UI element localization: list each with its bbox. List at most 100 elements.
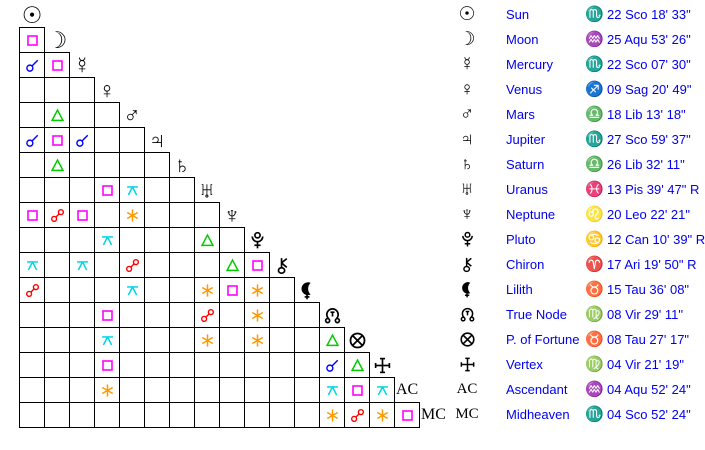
aspect-cell-moon-chiron <box>44 252 70 278</box>
position-row-pluto: Pluto ♋ 12 Can 10' 39" R <box>452 227 705 252</box>
position-value: 27 Sco 59' 37" <box>607 132 691 147</box>
aspect-cell-mercury-mars <box>69 102 95 128</box>
aspect-cell-jupiter-fortune <box>144 327 170 353</box>
fortune-glyph-cell <box>452 331 482 348</box>
aspect-cell-venus-uranus <box>94 177 120 203</box>
aspect-cell-saturn-truenode <box>169 302 195 328</box>
aspect-cell-neptune-fortune <box>219 327 245 353</box>
sextile-aspect-icon <box>250 308 265 323</box>
aspect-cell-chiron-fortune <box>269 327 295 353</box>
aspect-cell-mercury-vertex <box>69 352 95 378</box>
point-name: Jupiter <box>506 132 546 147</box>
point-name: Saturn <box>506 157 545 172</box>
aspect-cell-mercury-uranus <box>69 177 95 203</box>
position-row-ascendant: AC Ascendant ♒ 04 Aqu 52' 24" <box>452 377 704 402</box>
sign-can-icon: ♋ <box>585 231 604 248</box>
aspect-cell-mars-neptune <box>119 202 145 228</box>
aspect-cell-chiron-vertex <box>269 352 295 378</box>
aspect-cell-venus-chiron <box>94 252 120 278</box>
aspect-cell-lilith-truenode <box>294 302 320 328</box>
point-name: Chiron <box>506 257 545 272</box>
aspect-cell-saturn-vertex <box>169 352 195 378</box>
quincunx-aspect-icon <box>325 383 340 398</box>
saturn-icon: ♄ <box>173 151 191 178</box>
moon-icon: ☽ <box>46 26 68 53</box>
aspect-cell-mars-chiron <box>119 252 145 278</box>
aspect-cell-mars-uranus <box>119 177 145 203</box>
sign-pis-icon: ♓ <box>585 181 604 198</box>
sign-sag-icon: ♐ <box>585 81 604 98</box>
aspect-cell-mars-vertex <box>119 352 145 378</box>
pluto-icon <box>459 231 476 248</box>
aspect-cell-sun-fortune <box>19 327 45 353</box>
aspect-cell-venus-fortune <box>94 327 120 353</box>
vertex-icon <box>373 356 392 375</box>
aspect-cell-moon-neptune <box>44 202 70 228</box>
chiron-icon <box>459 256 476 273</box>
position-value: 04 Sco 52' 24" <box>607 407 691 422</box>
position-value: 04 Vir 21' 19" <box>607 357 684 372</box>
aspect-cell-jupiter-midheaven <box>144 402 170 428</box>
quincunx-aspect-icon <box>125 183 140 198</box>
position-row-jupiter: ♃ Jupiter ♏ 27 Sco 59' 37" <box>452 127 704 152</box>
position-value: 26 Lib 32' 11" <box>607 157 685 172</box>
aspect-cell-moon-truenode <box>44 302 70 328</box>
diagonal-truenode <box>319 302 345 328</box>
position-row-fortune: P. of Fortune ♉ 08 Tau 27' 17" <box>452 327 704 352</box>
aspect-cell-moon-ascendant <box>44 377 70 403</box>
sextile-aspect-icon <box>325 408 340 423</box>
aspect-cell-sun-mars <box>19 102 45 128</box>
square-aspect-icon <box>250 258 265 273</box>
aspect-cell-sun-chiron <box>19 252 45 278</box>
diagonal-lilith <box>294 277 320 303</box>
quincunx-aspect-icon <box>375 383 390 398</box>
diagonal-chiron <box>269 252 295 278</box>
aspect-cell-pluto-chiron <box>244 252 270 278</box>
position-value: 09 Sag 20' 49" <box>607 82 692 97</box>
aspect-cell-mars-ascendant <box>119 377 145 403</box>
jupiter-icon: ♃ <box>459 129 475 150</box>
opposition-aspect-icon <box>50 208 65 223</box>
aspect-cell-moon-pluto <box>44 227 70 253</box>
aspect-cell-mercury-chiron <box>69 252 95 278</box>
aspect-cell-uranus-ascendant <box>194 377 220 403</box>
aspect-cell-venus-jupiter <box>94 127 120 153</box>
diagonal-neptune: ♆ <box>219 202 245 228</box>
sign-ari-icon: ♈ <box>585 256 604 273</box>
aspect-cell-neptune-midheaven <box>219 402 245 428</box>
chiron-glyph-cell <box>452 256 482 273</box>
aspect-cell-moon-vertex <box>44 352 70 378</box>
sign-tau-icon: ♉ <box>585 281 604 298</box>
conjunction-aspect-icon <box>25 58 40 73</box>
aspect-cell-sun-neptune <box>19 202 45 228</box>
aspect-cell-uranus-vertex <box>194 352 220 378</box>
quincunx-aspect-icon <box>100 333 115 348</box>
diagonal-midheaven: MC <box>419 402 447 428</box>
mercury-icon: ☿ <box>73 51 91 78</box>
aspect-cell-venus-vertex <box>94 352 120 378</box>
diagonal-mercury: ☿ <box>69 52 95 78</box>
quincunx-aspect-icon <box>125 283 140 298</box>
diagonal-ascendant: AC <box>394 377 422 403</box>
lilith-icon <box>298 281 317 300</box>
sign-lib-icon: ♎ <box>585 156 604 173</box>
jupiter-glyph-cell: ♃ <box>452 130 482 149</box>
aspect-cell-venus-mars <box>94 102 120 128</box>
aspect-cell-saturn-ascendant <box>169 377 195 403</box>
aspect-cell-pluto-ascendant <box>244 377 270 403</box>
aspect-cell-neptune-vertex <box>219 352 245 378</box>
diagonal-sun: ☉ <box>19 2 45 28</box>
aspect-cell-truenode-fortune <box>319 327 345 353</box>
vertex-icon <box>459 356 476 373</box>
aspect-cell-chiron-truenode <box>269 302 295 328</box>
point-name: Uranus <box>506 182 548 197</box>
midheaven-icon: MC <box>455 406 479 422</box>
aspect-cell-jupiter-saturn <box>144 152 170 178</box>
sextile-aspect-icon <box>250 333 265 348</box>
conjunction-aspect-icon <box>25 133 40 148</box>
sun-glyph-cell: ☉ <box>452 5 482 24</box>
diagonal-mars: ♂ <box>119 102 145 128</box>
aspect-cell-uranus-truenode <box>194 302 220 328</box>
square-aspect-icon <box>25 33 40 48</box>
lilith-glyph-cell <box>452 281 482 298</box>
